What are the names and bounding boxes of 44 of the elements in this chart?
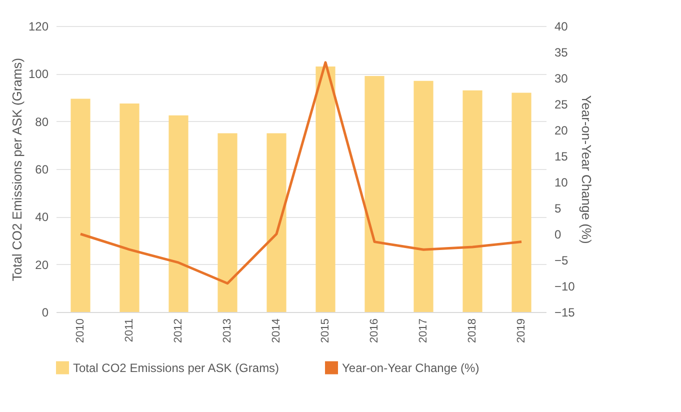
y2-tick-label: 0: [554, 228, 562, 242]
bar: [218, 133, 238, 312]
line-series: [79, 61, 523, 285]
y-tick-label: 100: [28, 67, 49, 82]
x-tick-label: 2015: [320, 318, 332, 343]
y2-tick-label: −10: [554, 280, 576, 294]
y-tick-label: 0: [42, 306, 49, 320]
y2-tick-label: 10: [554, 176, 568, 190]
x-tick-label: 2014: [270, 318, 282, 343]
x-tick-label: 2013: [222, 318, 234, 343]
bar: [266, 133, 286, 312]
y2-tick-label: −5: [554, 254, 569, 268]
x-tick-label: 2012: [172, 318, 184, 343]
y2-tick-label: 15: [554, 150, 568, 164]
y-tick-label: 120: [28, 20, 49, 34]
y2-tick-label: −15: [554, 306, 576, 320]
y2-tick-label: 35: [554, 46, 568, 60]
x-tick-label: 2017: [418, 318, 430, 343]
x-tick-label: 2018: [466, 318, 478, 343]
bar: [70, 98, 90, 312]
y2-tick-label: 20: [554, 124, 568, 138]
y2-tick-label: 40: [554, 20, 568, 34]
bar: [512, 92, 532, 312]
bar: [364, 76, 384, 312]
bar: [414, 80, 434, 312]
y-tick-label: 80: [35, 114, 49, 129]
x-tick-label: 2011: [124, 318, 136, 342]
x-tick-label: 2016: [368, 318, 380, 343]
y-tick-label: 40: [35, 210, 49, 224]
y2-tick-label: 5: [554, 202, 562, 216]
legend-label: Total CO2 Emissions per ASK (Grams): [73, 360, 280, 375]
y-axis-title: Total CO2 Emissions per ASK (Grams): [9, 58, 24, 282]
bar: [316, 66, 336, 312]
x-tick-label: 2010: [74, 318, 86, 343]
legend-label: Year-on-Year Change (%): [342, 360, 480, 375]
x-tick-label: 2019: [516, 318, 528, 343]
bar: [462, 90, 482, 312]
bar: [168, 115, 188, 312]
y2-tick-label: 30: [554, 72, 568, 86]
y-tick-label: 60: [35, 162, 49, 176]
y2-axis-title: Year-on-Year Change (%): [578, 95, 594, 244]
y2-tick-label: 25: [554, 98, 568, 112]
bar: [120, 103, 140, 312]
y-tick-label: 20: [35, 258, 49, 272]
